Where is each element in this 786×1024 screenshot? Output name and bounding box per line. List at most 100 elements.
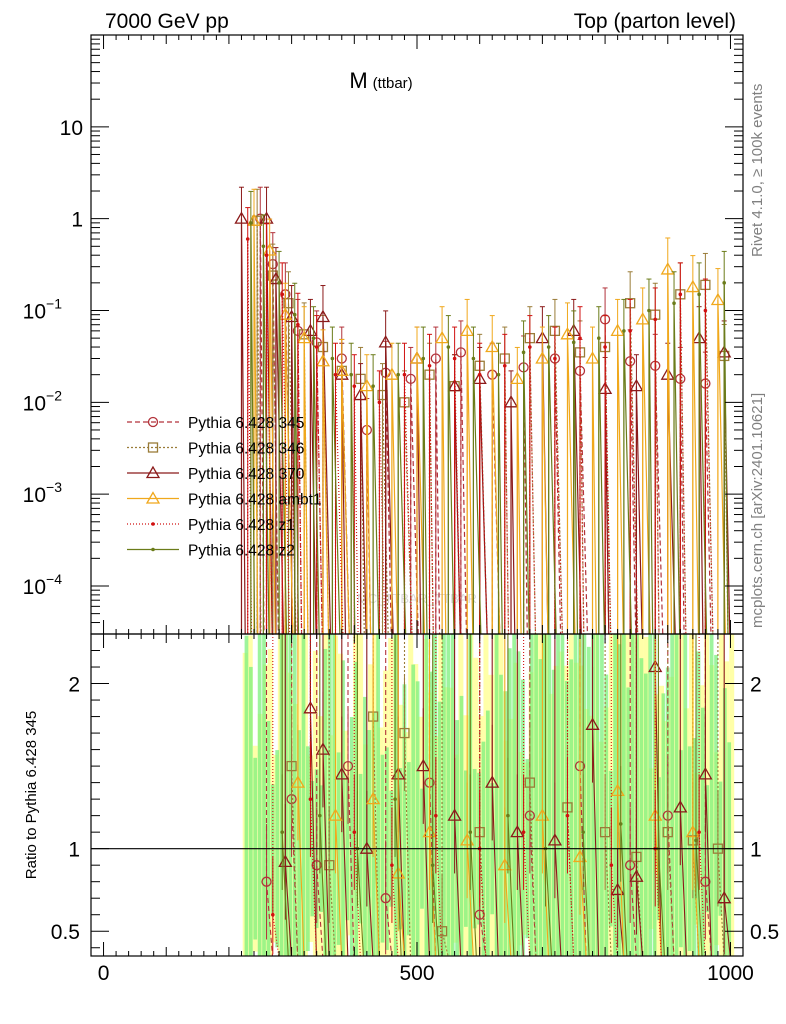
band-green (433, 634, 438, 956)
axis-ticks (91, 34, 743, 956)
data-point (353, 387, 368, 401)
band-green (244, 635, 249, 956)
legend-label: Pythia 6.428 345 (188, 415, 304, 432)
band-yellow (302, 634, 308, 956)
data-point (249, 221, 253, 225)
data-point (330, 356, 335, 361)
band-yellow (478, 715, 484, 956)
data-point (477, 372, 482, 377)
band-green (709, 634, 714, 956)
band-yellow (443, 687, 449, 956)
band-yellow (267, 648, 273, 956)
legend-label: Pythia 6.428 z1 (188, 517, 295, 534)
data-point (535, 351, 550, 364)
ratio-ytick-label-right: 2 (750, 674, 762, 697)
data-point (597, 336, 601, 340)
main-ytick-label: 10 (60, 117, 83, 140)
band-green (402, 684, 407, 956)
legend-marker (151, 547, 155, 552)
data-point (571, 340, 576, 345)
band-green (393, 634, 398, 956)
ratio-ytick-label-left: 0.5 (51, 921, 80, 944)
band-yellow (689, 634, 695, 956)
rivet-version-label: Rivet 4.1.0, ≥ 100k events (749, 84, 766, 257)
data-point (434, 330, 450, 344)
band-green (367, 730, 372, 956)
band-yellow (583, 708, 589, 956)
data-point (359, 378, 374, 392)
data-point (396, 372, 400, 377)
band-green (507, 648, 512, 956)
legend-label: Pythia 6.428 346 (188, 441, 304, 458)
band-yellow (373, 634, 379, 956)
band-green (442, 634, 446, 956)
legend: Pythia 6.428 345 Pythia 6.428 346 Pythia 6… (127, 415, 322, 560)
data-point (485, 339, 500, 353)
band-green (257, 634, 262, 956)
band-green (626, 687, 631, 956)
data-point (452, 356, 457, 361)
data-point (334, 363, 349, 377)
band-green (560, 634, 565, 956)
band-green (284, 634, 288, 956)
legend-marker (151, 522, 155, 526)
band-yellow (548, 693, 554, 956)
series-pythia-6-428-z2 (248, 190, 729, 634)
band-green (437, 701, 442, 956)
band-green (600, 634, 604, 956)
plot-title-sub: (ttbar) (373, 75, 413, 92)
ratio-point (565, 813, 570, 818)
band-green (648, 634, 653, 956)
data-point (660, 262, 675, 275)
band-green (371, 712, 376, 956)
band-green (279, 634, 284, 956)
band-green (297, 730, 301, 956)
data-point (647, 308, 651, 313)
header-right: Top (parton level) (574, 10, 736, 33)
band-green (262, 634, 266, 956)
legend-marker (145, 491, 161, 504)
band-green (692, 737, 696, 956)
band-green (354, 661, 359, 956)
xtick-label: 0 (98, 962, 110, 985)
main-series-layer (234, 186, 732, 634)
data-point (315, 353, 331, 367)
data-point (352, 384, 357, 388)
band-green (411, 664, 416, 956)
ratio-point (399, 727, 410, 739)
data-point (297, 330, 312, 344)
band-green (564, 681, 569, 956)
data-point (315, 309, 331, 323)
ratio-series-layer (261, 634, 732, 956)
band-green (639, 658, 644, 956)
band-yellow (653, 694, 659, 956)
data-point (460, 323, 475, 337)
data-point (585, 351, 600, 364)
data-point (402, 372, 407, 377)
band-green (292, 634, 297, 956)
band-green (503, 691, 508, 956)
data-point (610, 323, 625, 337)
data-point (446, 345, 451, 349)
band-green (556, 634, 560, 956)
ratio-ytick-label-left: 1 (68, 839, 80, 862)
main-ytick-label: 10−1 (23, 295, 63, 323)
data-point (722, 281, 726, 285)
data-point (292, 312, 297, 317)
band-green (595, 634, 600, 956)
band-green (543, 634, 547, 956)
legend-item: Pythia 6.428 ambt1 (127, 491, 322, 509)
band-green (455, 720, 459, 956)
band-green (700, 707, 705, 956)
data-point (635, 312, 650, 325)
main-ytick-label: 10−3 (23, 479, 63, 507)
band-green (591, 634, 596, 956)
band-green (363, 696, 367, 956)
ratio-pythia-6-428-z1 (271, 634, 706, 956)
xtick-label: 1000 (707, 962, 754, 985)
data-point (653, 317, 658, 322)
ratio-ytick-label-right: 1 (750, 839, 762, 862)
legend-item: Pythia 6.428 346 (127, 441, 304, 458)
data-point (703, 308, 708, 313)
